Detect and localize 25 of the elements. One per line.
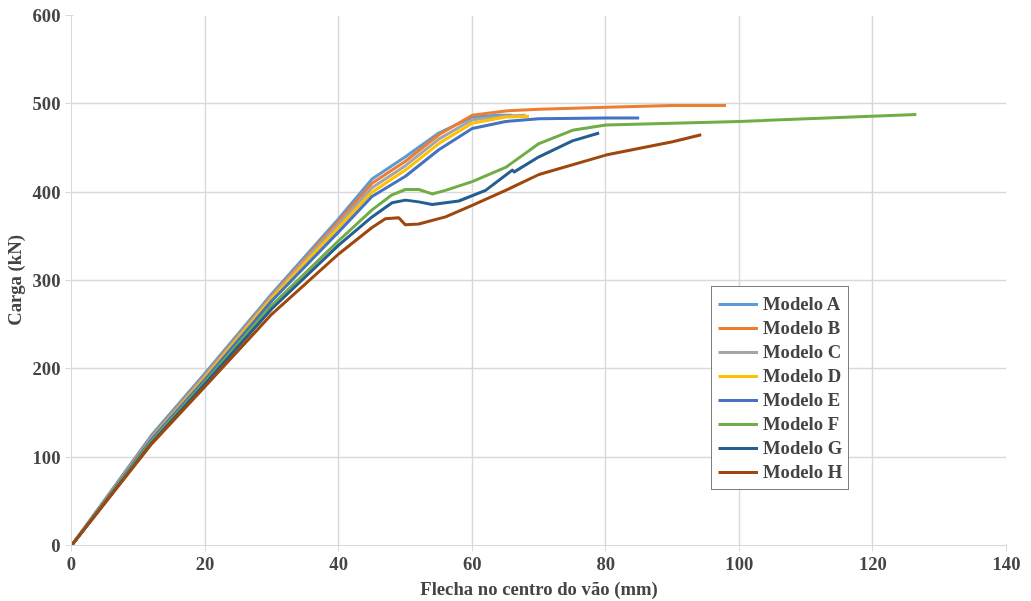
x-tick-label: 140 <box>992 552 1021 574</box>
x-tick-label: 40 <box>329 552 348 574</box>
legend-label: Modelo D <box>763 365 842 387</box>
legend-label: Modelo A <box>763 293 841 315</box>
y-tick-label: 400 <box>32 181 61 203</box>
y-tick-label: 500 <box>32 93 61 115</box>
legend-label: Modelo B <box>763 317 841 339</box>
legend-label: Modelo C <box>763 341 842 363</box>
legend-label: Modelo E <box>763 389 841 411</box>
x-tick-label: 80 <box>596 552 616 574</box>
x-axis-title: Flecha no centro do vão (mm) <box>420 577 658 600</box>
legend-label: Modelo F <box>763 413 840 435</box>
x-tick-label: 0 <box>66 552 77 574</box>
y-tick-label: 600 <box>32 5 61 26</box>
y-tick-label: 100 <box>32 446 61 468</box>
x-tick-label: 120 <box>858 552 887 574</box>
y-tick-label: 0 <box>51 535 61 556</box>
x-tick-label: 60 <box>462 552 482 574</box>
y-tick-label: 200 <box>32 358 61 380</box>
x-tick-label: 20 <box>195 552 215 574</box>
y-axis-title: Carga (kN) <box>3 235 26 326</box>
legend-label: Modelo H <box>763 461 843 483</box>
x-tick-label: 100 <box>725 552 754 574</box>
y-tick-label: 300 <box>32 270 61 291</box>
legend-label: Modelo G <box>763 437 843 459</box>
